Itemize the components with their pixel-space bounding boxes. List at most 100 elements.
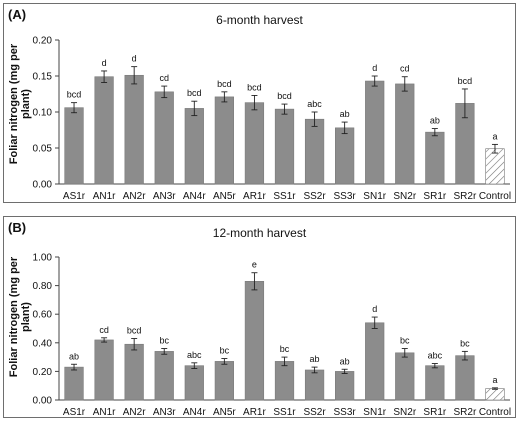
significance-letter: cd — [400, 64, 410, 74]
x-tick-label: SN2r — [393, 407, 416, 417]
bar — [395, 352, 415, 401]
bar — [425, 131, 445, 185]
bar — [184, 108, 204, 185]
bar — [214, 361, 234, 401]
significance-letter: d — [102, 58, 107, 68]
x-tick-label: AS1r — [63, 191, 86, 202]
bar — [425, 365, 445, 401]
y-tick-label: 0.15 — [33, 72, 53, 83]
bar — [274, 108, 295, 185]
significance-letter: bcd — [67, 90, 82, 100]
y-tick-label: 0.05 — [33, 144, 53, 155]
significance-letter: bcd — [127, 326, 142, 336]
x-tick-label: AN4r — [183, 191, 206, 202]
x-tick-label: Control — [479, 191, 511, 202]
bar — [214, 96, 234, 185]
y-tick-label: 0.40 — [33, 338, 53, 349]
bar — [154, 351, 174, 401]
bar — [365, 322, 385, 401]
chart-panel-b: (B) 12-month harvest Foliar nitrogen (mg… — [3, 216, 516, 418]
y-tick-label: 0.80 — [33, 281, 53, 292]
significance-letter: bc — [460, 338, 470, 348]
bar — [304, 369, 325, 401]
chart-plot: 0.000.200.400.600.801.00abAS1rcdAN1rbcdA… — [33, 253, 512, 418]
x-tick-label: AN4r — [183, 407, 206, 417]
significance-letter: bcd — [187, 88, 202, 98]
x-tick-label: SR1r — [423, 407, 446, 417]
x-tick-label: SR2r — [454, 407, 477, 417]
bar — [64, 107, 84, 185]
panel-label: (B) — [8, 220, 27, 235]
significance-letter: e — [252, 260, 257, 270]
bar — [304, 118, 325, 185]
significance-letter: d — [372, 304, 377, 314]
significance-letter: abc — [307, 99, 322, 109]
significance-letter: d — [372, 63, 377, 73]
bar — [64, 366, 84, 401]
x-tick-label: SR1r — [423, 191, 446, 202]
significance-letter: bcd — [277, 91, 292, 101]
significance-letter: bcd — [247, 82, 262, 92]
chart-plot: 0.00 0.05 0.10 0.15 0.20 bcd AS1r d AN1r d AN2r cd A… — [33, 36, 512, 203]
significance-letter: ab — [310, 354, 320, 364]
panel-label: (A) — [8, 7, 27, 22]
x-tick-label: SS1r — [273, 407, 296, 417]
significance-letter: ab — [340, 356, 350, 366]
bar — [124, 74, 144, 185]
x-tick-label: SS3r — [334, 407, 357, 417]
bar — [485, 148, 505, 185]
bar — [455, 355, 475, 401]
significance-letter: ab — [340, 109, 350, 119]
x-tick-label: SS3r — [334, 191, 357, 202]
y-tick-label: 0.20 — [33, 367, 53, 378]
significance-letter: bcd — [217, 79, 232, 89]
bar — [94, 339, 114, 401]
x-tick-label: AN3r — [153, 407, 176, 417]
significance-letter: a — [492, 375, 497, 385]
x-tick-label: SR2r — [454, 191, 477, 202]
y-tick-label: 1.00 — [33, 253, 53, 264]
x-tick-label: SN2r — [393, 191, 416, 202]
x-tick-label: SS2r — [303, 191, 326, 202]
y-tick-label: 0.00 — [33, 180, 53, 191]
bar — [365, 80, 385, 185]
bar — [124, 343, 144, 401]
significance-letter: abc — [428, 351, 443, 361]
chart-title: 6-month harvest — [216, 13, 303, 27]
bar — [184, 365, 204, 401]
x-tick-label: AR1r — [243, 407, 266, 417]
x-tick-label: AN2r — [123, 407, 146, 417]
x-tick-label: AN2r — [123, 191, 146, 202]
bar — [154, 91, 174, 185]
bar — [244, 102, 265, 185]
bar — [94, 76, 114, 185]
significance-letter: cd — [159, 73, 169, 83]
significance-letter: cd — [99, 325, 109, 335]
x-tick-label: AS1r — [63, 407, 86, 417]
bar — [335, 371, 355, 401]
significance-letter: bcd — [458, 76, 473, 86]
y-tick-label: 0.20 — [33, 36, 53, 47]
chart-panel-a: (A) 6-month harvest Foliar nitrogen (mg … — [3, 3, 516, 203]
x-tick-label: SN1r — [363, 407, 386, 417]
bar — [395, 83, 415, 185]
significance-letter: bc — [220, 346, 230, 356]
significance-letter: ab — [69, 351, 79, 361]
bar — [274, 361, 295, 401]
significance-letter: bc — [159, 336, 169, 346]
significance-letter: ab — [430, 116, 440, 126]
significance-letter: a — [492, 131, 497, 141]
x-tick-label: SN1r — [363, 191, 386, 202]
y-tick-label: 0.60 — [33, 310, 53, 321]
x-tick-label: AN1r — [93, 191, 116, 202]
x-tick-label: SS2r — [303, 407, 326, 417]
significance-letter: d — [132, 54, 137, 64]
y-tick-label: 0.00 — [33, 396, 53, 407]
significance-letter: bc — [280, 344, 290, 354]
x-tick-label: AN5r — [213, 191, 236, 202]
x-tick-label: Control — [479, 407, 511, 417]
x-tick-label: AN1r — [93, 407, 116, 417]
x-tick-label: AN5r — [213, 407, 236, 417]
x-tick-label: AR1r — [243, 191, 266, 202]
y-tick-label: 0.10 — [33, 108, 53, 119]
